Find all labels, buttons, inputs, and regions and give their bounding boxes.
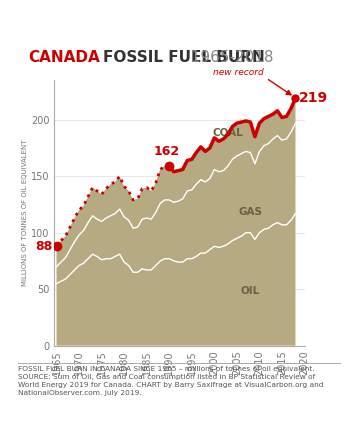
Text: FOSSIL FUEL BURN IN CANADA SINCE 1965 – millions of tonnes of oil equivalent.
SO: FOSSIL FUEL BURN IN CANADA SINCE 1965 – …: [18, 366, 323, 396]
Text: OIL: OIL: [241, 286, 260, 297]
Text: COAL: COAL: [212, 128, 243, 138]
Text: 219: 219: [299, 91, 328, 105]
Text: CANADA: CANADA: [28, 50, 100, 65]
Text: FOSSIL FUEL BURN: FOSSIL FUEL BURN: [103, 50, 265, 65]
Text: 1965-2018: 1965-2018: [103, 50, 274, 65]
Text: 162: 162: [154, 145, 180, 158]
Text: 88: 88: [36, 240, 53, 253]
Text: GAS: GAS: [238, 207, 262, 217]
Y-axis label: MILLIONS OF TONNES OF OIL EQUIVALENT: MILLIONS OF TONNES OF OIL EQUIVALENT: [22, 140, 28, 286]
Text: new record: new record: [213, 68, 264, 77]
